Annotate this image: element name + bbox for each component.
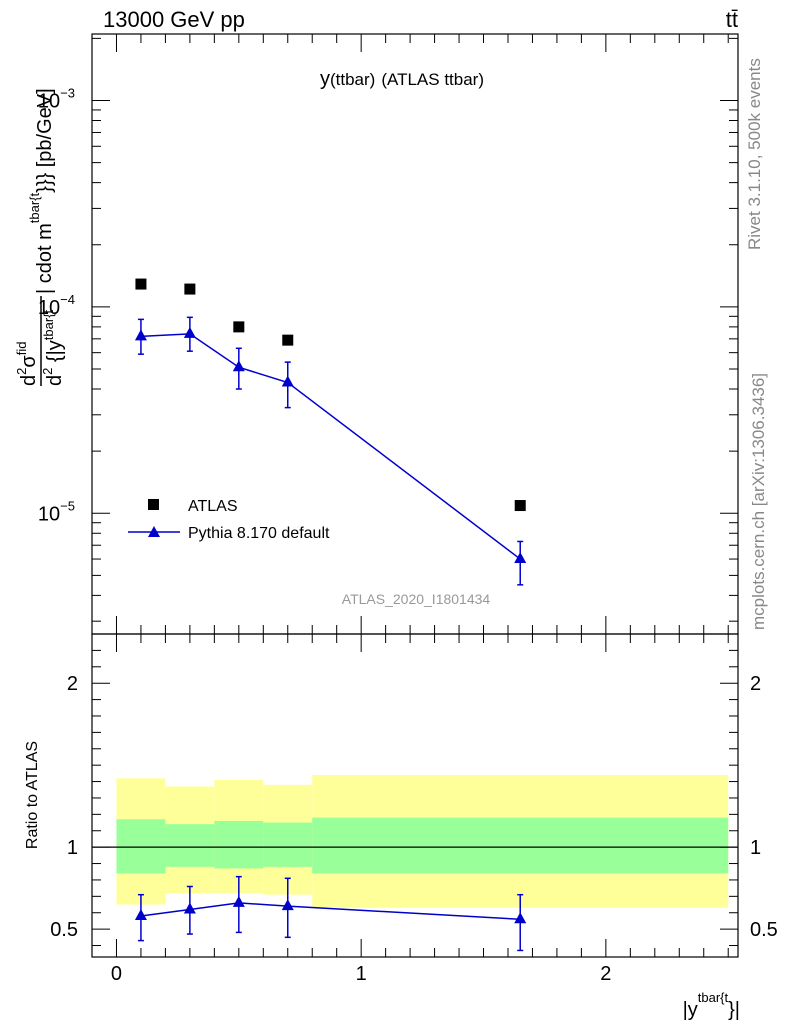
ratio-ytick-label-right: 1 (750, 837, 761, 859)
ratio-ytick-label-right: 2 (750, 673, 761, 695)
ratio-band-green (263, 822, 313, 867)
ylabel-den-d: d (44, 375, 66, 386)
ratio-point (514, 912, 527, 924)
legend-mc-label: Pythia 8.170 default (188, 525, 330, 542)
ratio-axes-box (91, 633, 739, 958)
ytick-base: 10 (38, 297, 60, 319)
atlas-point (135, 278, 147, 290)
legend: ATLAS Pythia 8.170 default (128, 498, 330, 542)
ratio-ylabel: Ratio to ATLAS (24, 741, 41, 849)
main-title-sub: (ttbar) (330, 70, 375, 89)
ylabel-den-sup2: 2 (40, 368, 55, 375)
legend-mc-marker (148, 526, 160, 537)
mc-point (281, 375, 294, 387)
ratio-xtick-label: 1 (356, 963, 367, 985)
ratio-bands (116, 775, 729, 908)
svg-text:d2 {|ytbar{t: d2 {|ytbar{t (40, 309, 66, 386)
ylabel-sigma: σ (18, 355, 40, 368)
legend-atlas-marker (148, 499, 159, 510)
ratio-data (134, 875, 527, 952)
rivet-label: Rivet 3.1.10, 500k events (745, 58, 764, 250)
ylabel-tail: }}} [pb/GeV] (34, 88, 56, 193)
svg-text:d2σfid: d2σfid (14, 342, 40, 386)
energy-label: 13000 GeV pp (103, 7, 245, 32)
main-data (134, 278, 527, 586)
ylabel-rest-sup: tbar{t (27, 192, 42, 223)
atlas-point (184, 283, 196, 295)
main-ytick-label: 10−3 (38, 85, 75, 112)
main-title-rest: (ATLAS ttbar) (381, 70, 484, 89)
ytick-exp: −3 (60, 85, 75, 100)
ratio-ytick-label-left: 2 (67, 673, 78, 695)
ratio-band-green (214, 820, 264, 869)
process-label: tt̄ (726, 7, 738, 32)
ratio-band-green (165, 824, 215, 867)
atlas-point (282, 334, 294, 346)
ylabel-fid: fid (14, 342, 29, 356)
ratio-band-green (116, 819, 166, 874)
mc-point (183, 326, 196, 338)
ylabel-d: d (18, 375, 40, 386)
svg-text:| cdot mtbar{t}}} [pb/GeV]: | cdot mtbar{t}}} [pb/GeV] (27, 88, 56, 294)
ratio-point (232, 895, 245, 907)
analysis-watermark: ATLAS_2020_I1801434 (342, 591, 491, 607)
mc-point (232, 360, 245, 372)
atlas-point (233, 321, 245, 333)
ratio-point (183, 902, 196, 914)
ratio-xtick-label: 0 (111, 963, 122, 985)
ylabel-den-y: {|y (44, 340, 66, 367)
main-ytick-label: 10−4 (38, 292, 75, 319)
ratio-ytick-label-right: 0.5 (750, 919, 778, 941)
ylabel-den-sub: tbar{t (41, 309, 56, 340)
ytick-base: 10 (38, 503, 60, 525)
xlabel-main: |y (683, 999, 698, 1021)
atlas-point (514, 500, 526, 512)
ytick-exp: −4 (60, 292, 75, 307)
ytick-exp: −5 (60, 498, 75, 513)
ylabel-sup2: 2 (14, 368, 29, 375)
source-label: mcplots.cern.ch [arXiv:1306.3436] (749, 373, 768, 630)
ratio-ytick-label-left: 1 (67, 837, 78, 859)
ratio-xtick-label: 2 (600, 963, 611, 985)
ylabel-rest: | cdot m (34, 223, 56, 294)
ratio-band-green (312, 817, 729, 874)
main-title: y(ttbar) (ATLAS ttbar) (320, 68, 484, 90)
main-ylabel: d2σfid d2 {|ytbar{t | cdot mtbar{t}}} [p… (14, 88, 66, 386)
xlabel-end: }| (728, 999, 740, 1021)
ratio-point (134, 909, 147, 921)
legend-atlas-label: ATLAS (188, 498, 238, 515)
mc-point (514, 552, 527, 564)
main-ytick-label: 10−5 (38, 498, 75, 525)
ratio-ytick-label-left: 0.5 (50, 919, 78, 941)
main-title-y: y (320, 68, 330, 90)
mc-point (134, 329, 147, 341)
ytick-base: 10 (38, 90, 60, 112)
ratio-xlabel: |ytbar{t}| (683, 990, 740, 1021)
ratio-frame: 0.5 0.5 1 1 2 2 0 1 2 (50, 633, 778, 985)
ratio-point (281, 899, 294, 911)
xlabel-sup: tbar{t (698, 990, 729, 1005)
